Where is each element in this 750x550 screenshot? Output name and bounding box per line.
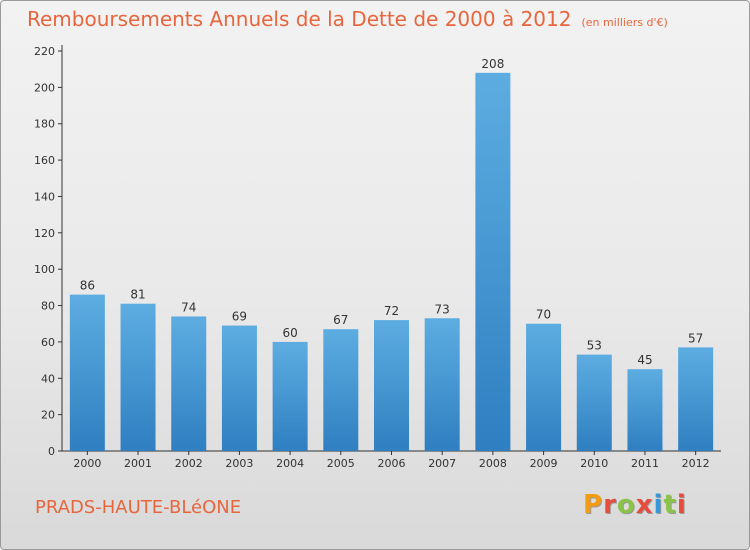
chart-title-text: Remboursements Annuels de la Dette de 20… xyxy=(27,7,572,31)
y-tick-label: 40 xyxy=(41,372,55,385)
y-tick-label: 120 xyxy=(34,227,55,240)
logo-letter: x xyxy=(635,490,654,520)
x-tick-label: 2009 xyxy=(530,457,558,470)
y-tick-label: 20 xyxy=(41,409,55,422)
y-tick-label: 60 xyxy=(41,336,55,349)
x-tick-label: 2000 xyxy=(73,457,101,470)
x-tick-label: 2012 xyxy=(682,457,710,470)
data-label: 208 xyxy=(481,57,504,71)
logo-letter: i xyxy=(653,490,664,520)
x-tick-label: 2006 xyxy=(378,457,406,470)
data-label: 57 xyxy=(688,331,703,345)
x-tick-label: 2005 xyxy=(327,457,355,470)
bar xyxy=(374,320,409,451)
bar-chart: 0 20 40 60 80 100 120 140 160 180 200 220 2000 86 200… xyxy=(34,45,721,470)
logo-letter: o xyxy=(616,490,636,520)
bar xyxy=(120,303,156,451)
data-label: 73 xyxy=(435,302,450,316)
y-tick-label: 160 xyxy=(34,154,55,167)
logo-letter: t xyxy=(663,490,677,520)
data-label: 70 xyxy=(536,308,551,322)
chart-title: Remboursements Annuels de la Dette de 20… xyxy=(27,7,668,31)
data-label: 86 xyxy=(80,279,95,293)
bar xyxy=(424,318,460,451)
commune-name: PRADS-HAUTE-BLéONE xyxy=(35,497,242,518)
data-label: 72 xyxy=(384,304,399,318)
bar xyxy=(678,347,714,451)
data-label: 53 xyxy=(587,339,602,353)
x-tick-label: 2010 xyxy=(580,457,608,470)
y-tick-label: 80 xyxy=(41,300,55,313)
y-tick-label: 200 xyxy=(34,81,55,94)
bar xyxy=(171,316,207,451)
logo-letter: r xyxy=(603,490,617,520)
bar xyxy=(576,354,612,451)
bar xyxy=(221,325,257,451)
data-label: 81 xyxy=(130,288,145,302)
x-tick-label: 2003 xyxy=(225,457,253,470)
x-tick-label: 2004 xyxy=(276,457,304,470)
bar xyxy=(526,323,562,451)
data-label: 69 xyxy=(232,310,247,324)
x-tick-label: 2008 xyxy=(479,457,507,470)
y-tick-label: 0 xyxy=(48,445,55,458)
data-label: 74 xyxy=(181,300,196,314)
y-tick-label: 140 xyxy=(34,190,55,203)
data-label: 60 xyxy=(282,326,297,340)
data-label: 67 xyxy=(333,313,348,327)
y-tick-label: 220 xyxy=(34,45,55,58)
data-label: 45 xyxy=(637,353,652,367)
logo-letter: i xyxy=(676,490,687,520)
y-tick-label: 180 xyxy=(34,118,55,131)
logo-letter: P xyxy=(583,490,604,520)
x-tick-label: 2001 xyxy=(124,457,152,470)
x-tick-label: 2002 xyxy=(175,457,203,470)
bar xyxy=(323,329,359,451)
proxiti-logo[interactable]: Proxiti xyxy=(583,490,687,520)
chart-unit: (en milliers d'€) xyxy=(581,16,668,29)
bar xyxy=(69,294,105,451)
bar xyxy=(475,72,511,452)
x-tick-label: 2007 xyxy=(428,457,456,470)
bar xyxy=(272,341,308,451)
x-tick-label: 2011 xyxy=(631,457,659,470)
y-tick-label: 100 xyxy=(34,263,55,276)
bar xyxy=(627,369,663,451)
